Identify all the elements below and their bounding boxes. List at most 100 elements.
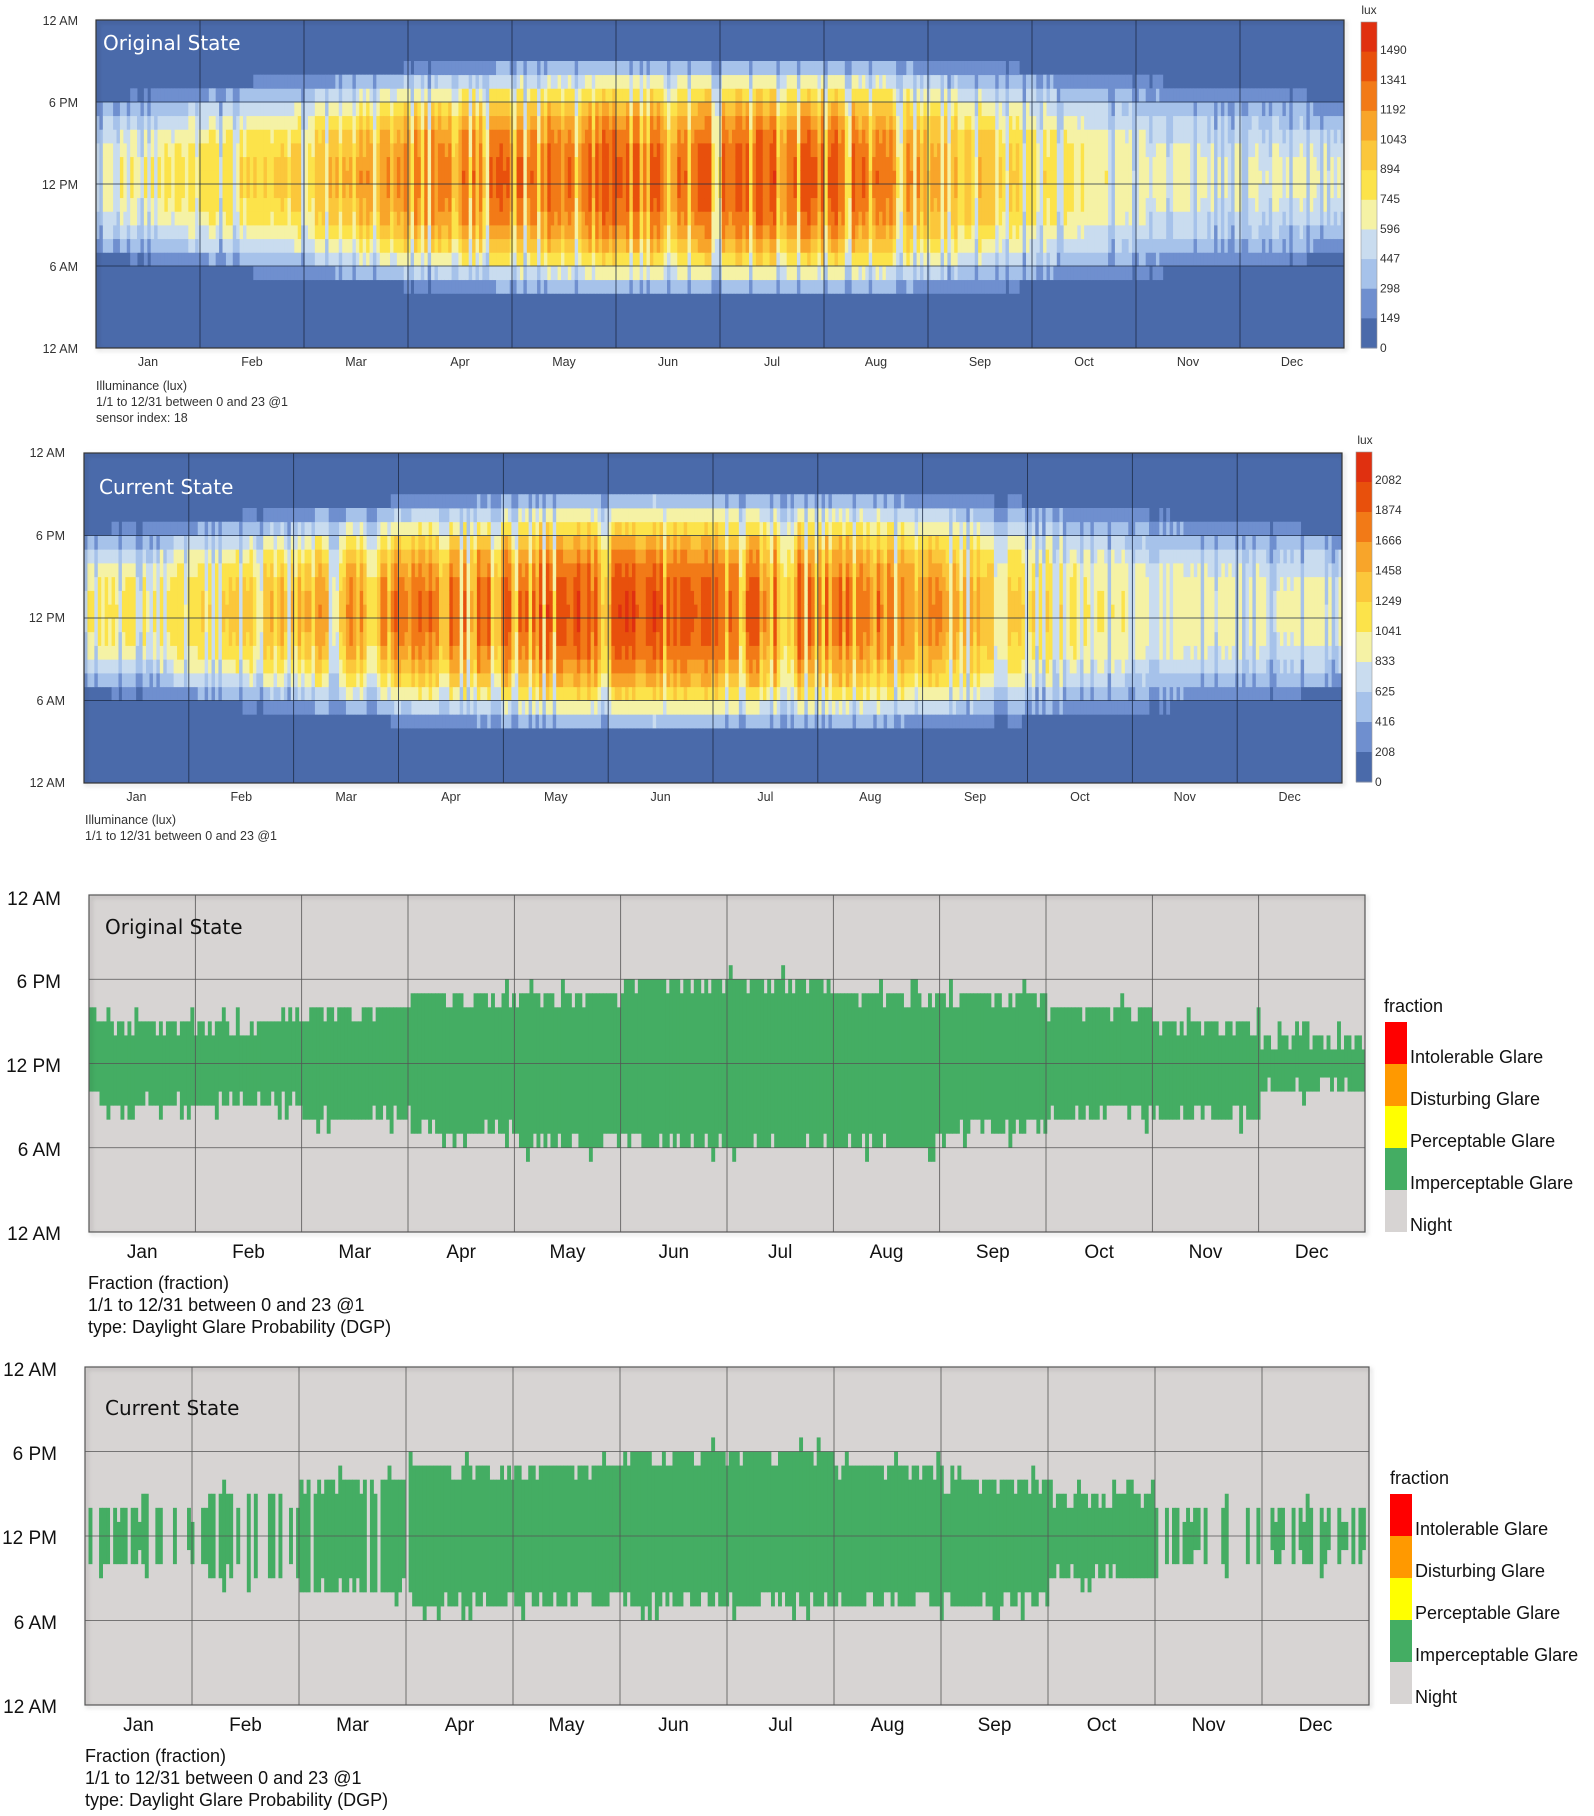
heatmap-cell xyxy=(530,170,535,185)
heatmap-cell xyxy=(496,197,500,212)
heatmap-cell xyxy=(769,252,774,267)
heatmap-cell xyxy=(403,184,408,199)
heatmap-cell xyxy=(526,129,531,144)
heatmap-cell xyxy=(807,61,812,76)
heatmap-cell xyxy=(1142,197,1147,212)
heatmap-cell xyxy=(656,88,661,103)
heatmap-cell xyxy=(530,211,535,226)
heatmap-cell xyxy=(420,156,425,171)
heatmap-cell xyxy=(431,143,435,158)
heatmap-cell xyxy=(1128,266,1133,281)
heatmap-cell xyxy=(448,170,452,185)
heatmap-cell xyxy=(1152,211,1157,226)
heatmap-cell xyxy=(837,211,842,226)
heatmap-cell xyxy=(1087,129,1092,144)
heatmap-cell xyxy=(1114,211,1119,226)
heatmap-cell xyxy=(632,143,637,158)
heatmap-cell xyxy=(530,156,535,171)
heatmap-cell xyxy=(246,102,251,117)
heatmap-cell xyxy=(455,88,459,103)
heatmap-cell xyxy=(475,266,480,281)
heatmap-cell xyxy=(926,115,931,130)
heatmap-cell xyxy=(1097,225,1102,240)
heatmap-cell xyxy=(896,184,900,199)
heatmap-cell xyxy=(725,225,729,240)
heatmap-cell xyxy=(523,197,528,212)
heatmap-cell xyxy=(1121,266,1126,281)
heatmap-cell xyxy=(164,225,169,240)
heatmap-cell xyxy=(684,266,688,281)
heatmap-cell xyxy=(820,211,825,226)
heatmap-cell xyxy=(916,184,921,199)
heatmap-cell xyxy=(708,74,712,89)
heatmap-cell xyxy=(133,143,138,158)
heatmap-cell xyxy=(728,88,733,103)
heatmap-cell xyxy=(321,197,326,212)
heatmap-cell xyxy=(796,61,801,76)
heatmap-cell xyxy=(554,266,558,281)
heatmap-cell xyxy=(499,143,504,158)
heatmap-cell xyxy=(612,143,617,158)
heatmap-cell xyxy=(1138,156,1143,171)
heatmap-cell xyxy=(106,225,111,240)
heatmap-cell xyxy=(1166,197,1171,212)
heatmap-cell xyxy=(841,74,846,89)
heatmap-cell xyxy=(783,184,788,199)
heatmap-cell xyxy=(219,211,223,226)
heatmap-cell xyxy=(868,102,873,117)
heatmap-cell xyxy=(492,266,497,281)
heatmap-cell xyxy=(502,266,507,281)
heatmap-cells-original xyxy=(96,20,1345,348)
heatmap-cell xyxy=(967,115,972,130)
heatmap-cell xyxy=(335,238,340,253)
heatmap-cell xyxy=(978,102,982,117)
heatmap-cell xyxy=(311,143,316,158)
heatmap-cell xyxy=(1097,252,1102,267)
heatmap-cell xyxy=(434,115,439,130)
heatmap-cell xyxy=(967,252,972,267)
heatmap-cell xyxy=(369,88,374,103)
heatmap-cell xyxy=(543,156,548,171)
heatmap-cell xyxy=(694,279,699,294)
heatmap-cell xyxy=(1087,252,1092,267)
heatmap-cell xyxy=(236,156,241,171)
heatmap-cell xyxy=(920,197,924,212)
heatmap-cell xyxy=(417,115,422,130)
heatmap-cell xyxy=(355,184,360,199)
heatmap-cell xyxy=(663,156,668,171)
heatmap-cell xyxy=(916,115,921,130)
heatmap-cell xyxy=(1039,129,1044,144)
heatmap-cell xyxy=(349,170,353,185)
heatmap-cell xyxy=(940,266,945,281)
heatmap-cell xyxy=(119,225,124,240)
heatmap-cell xyxy=(523,252,528,267)
heatmap-cell xyxy=(335,170,340,185)
heatmap-cell xyxy=(749,252,753,267)
heatmap-cell xyxy=(933,211,938,226)
heatmap-cell xyxy=(831,156,835,171)
heatmap-cell xyxy=(444,252,449,267)
heatmap-cell xyxy=(396,266,401,281)
heatmap-cell xyxy=(943,129,948,144)
heatmap-cell xyxy=(810,238,815,253)
heatmap-cell xyxy=(1108,115,1112,130)
heatmap-cell xyxy=(554,102,558,117)
heatmap-cell xyxy=(1166,252,1171,267)
heatmap-cell xyxy=(814,74,818,89)
heatmap-cell xyxy=(413,115,418,130)
heatmap-cell xyxy=(629,115,634,130)
heatmap-cell xyxy=(567,266,572,281)
heatmap-cell xyxy=(499,115,504,130)
heatmap-cell xyxy=(519,143,524,158)
heatmap-cell xyxy=(684,184,688,199)
heatmap-cell xyxy=(461,279,466,294)
heatmap-cell xyxy=(311,252,316,267)
heatmap-cell xyxy=(119,115,124,130)
heatmap-cell xyxy=(1176,156,1181,171)
heatmap-cell xyxy=(1179,129,1184,144)
heatmap-cell xyxy=(961,143,965,158)
heatmap-cell xyxy=(342,225,346,240)
heatmap-cell xyxy=(981,225,986,240)
heatmap-cell xyxy=(554,170,558,185)
heatmap-cell xyxy=(967,279,972,294)
